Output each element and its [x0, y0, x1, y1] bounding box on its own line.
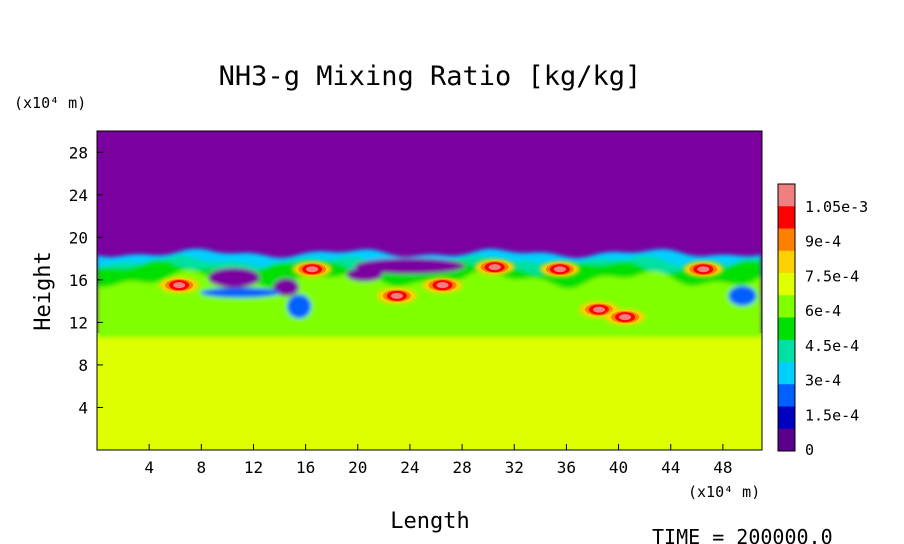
x-tick-label: 12 — [244, 458, 263, 477]
mixing-band — [97, 270, 762, 338]
hotspot-core — [619, 314, 632, 321]
colorbar-swatch — [778, 295, 795, 318]
plot-frame — [96, 130, 763, 451]
colorbar-swatch — [778, 406, 795, 430]
colorbar-label: 4.5e-4 — [805, 337, 859, 355]
low-value-pocket — [728, 285, 757, 306]
heatmap-field — [97, 131, 762, 450]
x-tick-label: 36 — [557, 458, 576, 477]
y-axis-label: Height — [31, 251, 56, 330]
y-tick-label: 28 — [69, 143, 88, 162]
x-tick-label: 16 — [296, 458, 315, 477]
colorbar-swatch — [778, 339, 795, 363]
hotspots — [159, 259, 724, 326]
x-axis-ticks: 4 8 12 16 20 24 28 32 36 40 44 48 — [144, 444, 733, 477]
x-tick-label: 40 — [609, 458, 628, 477]
colorbar-swatch — [778, 362, 795, 385]
y-unit-label: (x10⁴ m) — [14, 94, 86, 112]
chart-title: NH3-g Mixing Ratio [kg/kg] — [219, 61, 642, 92]
x-tick-label: 32 — [505, 458, 524, 477]
x-axis-label: Length — [390, 509, 469, 534]
x-unit-label: (x10⁴ m) — [688, 483, 760, 501]
colorbar-label: 1.5e-4 — [805, 406, 859, 424]
x-tick-label: 24 — [400, 458, 419, 477]
colorbar-swatch — [778, 384, 795, 407]
hotspot-core — [390, 292, 403, 299]
colorbar-swatch — [778, 250, 795, 274]
hotspot — [292, 261, 333, 278]
y-tick-label: 24 — [69, 186, 88, 205]
y-tick-label: 8 — [78, 356, 88, 375]
y-tick-label: 16 — [69, 271, 88, 290]
hotspot — [422, 277, 463, 294]
time-label: TIME = 200000.0 — [652, 525, 833, 544]
y-tick-label: 4 — [78, 398, 88, 417]
hotspot — [605, 309, 646, 326]
hotspot-core — [593, 306, 606, 313]
y-tick-label: 12 — [69, 313, 88, 332]
low-value-pocket — [287, 294, 312, 319]
colorbar-label: 0 — [805, 441, 814, 459]
x-tick-label: 4 — [144, 458, 154, 477]
y-tick-label: 20 — [69, 228, 88, 247]
trough — [354, 258, 465, 275]
hotspot-core — [553, 266, 566, 273]
colorbar-swatch — [778, 317, 795, 341]
trough — [207, 267, 260, 288]
x-tick-label: 44 — [661, 458, 680, 477]
mixing-layer — [97, 248, 762, 338]
lower-region — [97, 333, 762, 450]
hotspot-core — [488, 264, 501, 271]
colorbar-swatch — [778, 206, 795, 229]
low-value-pocket — [200, 287, 281, 298]
trough — [346, 267, 383, 282]
hotspot — [683, 261, 724, 278]
hotspot-core — [173, 282, 186, 289]
colorbar-label: 7.5e-4 — [805, 267, 859, 285]
hotspot-core — [306, 266, 319, 273]
colorbar-label: 9e-4 — [805, 233, 841, 251]
colorbar-swatch — [778, 184, 795, 207]
x-tick-label: 48 — [713, 458, 732, 477]
hotspot — [159, 277, 200, 294]
hotspot — [474, 259, 515, 276]
y-axis-ticks: 4 8 12 16 20 24 28 — [69, 143, 103, 417]
x-tick-label: 8 — [196, 458, 206, 477]
x-tick-label: 20 — [348, 458, 367, 477]
colorbar: 1.05e-3 9e-4 7.5e-4 6e-4 4.5e-4 3e-4 1.5e-4 0 — [777, 183, 868, 459]
colorbar-frame — [777, 183, 796, 452]
hotspot — [376, 287, 417, 304]
hotspot-core — [436, 282, 449, 289]
colorbar-label: 3e-4 — [805, 372, 841, 390]
colorbar-swatch — [778, 228, 795, 252]
hotspot — [539, 261, 580, 278]
colorbar-label: 1.05e-3 — [805, 198, 868, 216]
x-tick-label: 28 — [452, 458, 471, 477]
colorbar-swatch — [778, 273, 795, 296]
colorbar-label: 6e-4 — [805, 302, 841, 320]
hotspot-core — [697, 266, 710, 273]
colorbar-swatch — [778, 428, 795, 452]
